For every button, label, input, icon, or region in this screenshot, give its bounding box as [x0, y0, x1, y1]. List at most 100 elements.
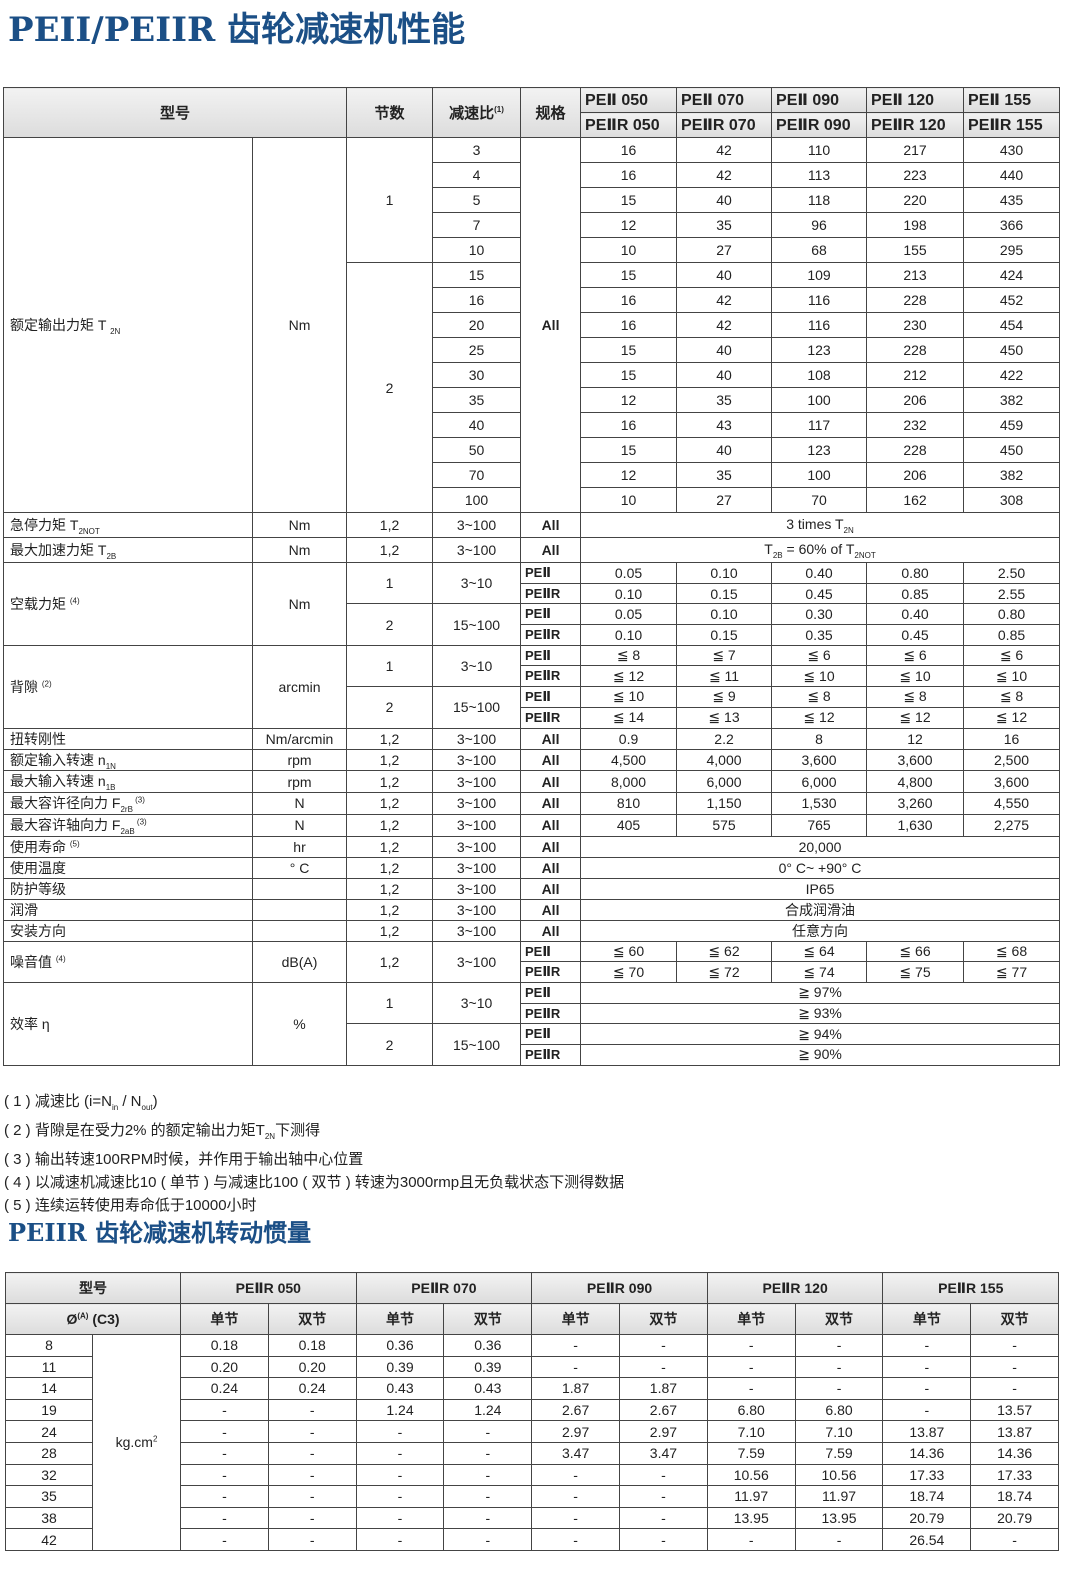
ratio: 50	[432, 437, 522, 463]
value: 0.45	[771, 582, 868, 605]
value: ≦ 12	[771, 706, 868, 729]
unit: arcmin	[251, 644, 348, 729]
value: ≦ 77	[963, 961, 1061, 984]
table-row: 额定输入转速 n1N rpm 1,2 3~100 All 4,500 4,000 3,600 3…	[3, 748, 1061, 772]
value: 96	[771, 212, 868, 238]
diameter: 8	[5, 1334, 93, 1357]
value: -	[267, 1441, 357, 1465]
stages: 1	[346, 644, 434, 688]
value: 810	[580, 792, 678, 815]
value: 0.18	[267, 1334, 357, 1357]
spec: PEⅡ	[520, 644, 582, 667]
spec: PEⅡR	[520, 624, 582, 646]
value: -	[355, 1463, 445, 1487]
value: 0.40	[771, 562, 868, 584]
row-label: 噪音值 (4)	[3, 940, 253, 984]
table-row: 使用寿命 (5) hr 1,2 3~100 All 20,000	[3, 835, 1061, 858]
ratio: 10	[432, 237, 522, 263]
table-row: PEⅡR ≦ 14 ≦ 13 ≦ 12 ≦ 12 ≦ 12	[4, 706, 1061, 729]
stages: 1	[346, 982, 434, 1025]
value: 3,600	[771, 748, 868, 772]
ratio: 3~100	[432, 748, 522, 772]
value: -	[443, 1463, 533, 1487]
row-label: 效率 η	[3, 982, 253, 1066]
spec: PEⅡR	[520, 1002, 582, 1025]
row-label: 急停力矩 T2NOT	[3, 512, 253, 538]
value: 3,260	[866, 792, 965, 815]
value: -	[267, 1463, 357, 1487]
value: -	[355, 1441, 445, 1465]
inertia-title: PEIIR 齿轮减速机转动惯量	[8, 1218, 312, 1247]
stages: 2	[346, 603, 434, 646]
footnotes: ( 1 ) 减速比 (i=Nin / Nout) ( 2 ) 背隙是在受力2% 的…	[4, 1090, 624, 1217]
ratio: 20	[432, 312, 522, 338]
value: 26.54	[882, 1528, 972, 1551]
table-row: 噪音值 (4) dB(A) 1,2 3~100 PEⅡ ≦ 60 ≦ 62 ≦ 64 ≦ 66 ≦…	[3, 940, 1061, 984]
value: 40	[676, 437, 773, 463]
header-single: 单节	[882, 1303, 972, 1335]
header-model-name: PEⅡR 050	[580, 112, 678, 138]
stages: 2	[346, 686, 434, 729]
stages: 1,2	[346, 877, 434, 900]
value: 162	[866, 487, 965, 513]
diameter: 19	[5, 1398, 93, 1422]
value: 12	[580, 462, 678, 488]
spec: PEⅡ	[520, 603, 582, 626]
spec: All	[520, 792, 582, 815]
value: 0.30	[771, 603, 868, 626]
value: 14.36	[882, 1441, 972, 1465]
value: 13.87	[970, 1420, 1060, 1443]
stages: 1	[346, 561, 434, 605]
value: -	[443, 1528, 533, 1551]
value: 8	[771, 727, 868, 750]
value: 40	[676, 337, 773, 363]
unit: %	[251, 982, 348, 1066]
table-row: 70 12 35 100 206 382	[4, 462, 1061, 488]
ratio: 15~100	[432, 603, 522, 646]
table-row: 38- - - - - -13.95 13.95 20.79 20.79	[5, 1506, 1060, 1530]
value: 228	[866, 287, 965, 313]
spec: All	[520, 512, 582, 538]
table-row: 2 15~100 PEⅡ ≦ 10 ≦ 9 ≦ 8 ≦ 8 ≦ 8	[4, 686, 1061, 729]
header-model-name: PEⅡR 155	[963, 112, 1061, 138]
value: -	[794, 1334, 884, 1357]
ratio: 70	[432, 462, 522, 488]
spec: PEⅡR	[520, 961, 582, 984]
ratio: 15~100	[432, 1023, 522, 1066]
value: 0.24	[180, 1377, 269, 1400]
value: 228	[866, 437, 965, 463]
ratio: 7	[432, 212, 522, 238]
value: 100	[771, 387, 868, 413]
stages: 1,2	[346, 770, 434, 794]
spec: All	[520, 770, 582, 794]
value: -	[619, 1506, 708, 1530]
header-model-name: PEⅡR 120	[866, 112, 965, 138]
unit: rpm	[251, 748, 348, 772]
value: -	[531, 1334, 621, 1357]
value: 35	[676, 212, 773, 238]
table-row: 型号 PEⅡR 050 PEⅡR 070 PEⅡR 090 PEⅡR 120 PEⅡR 1…	[5, 1272, 1060, 1304]
diameter: 38	[5, 1506, 93, 1530]
inertia-table: 型号 PEⅡR 050 PEⅡR 070 PEⅡR 090 PEⅡR 120 PEⅡR 1…	[5, 1272, 1060, 1551]
value: 16	[580, 137, 678, 163]
header-model-name: PEⅡ 155	[963, 87, 1061, 113]
table-row: 最大容许径向力 F2rB (3) N 1,2 3~100 All 810 1,150 1,53…	[3, 792, 1061, 815]
value: 1,530	[771, 792, 868, 815]
spec: All	[520, 919, 582, 942]
unit: dB(A)	[251, 940, 348, 984]
value: 118	[771, 187, 868, 213]
header-model-name: PEⅡ 070	[676, 87, 773, 113]
diameter: 14	[5, 1377, 93, 1400]
value: ≦ 72	[676, 961, 773, 984]
merged-value: IP65	[580, 877, 1061, 900]
value: -	[267, 1398, 357, 1422]
value: 10.56	[794, 1463, 884, 1487]
value: -	[355, 1506, 445, 1530]
value: 116	[771, 287, 868, 313]
value: 27	[676, 487, 773, 513]
value: 1,630	[866, 813, 965, 837]
table-row: 42- - - - - - - -26.54-	[5, 1528, 1060, 1551]
header-single: 单节	[531, 1303, 621, 1335]
value: 100	[771, 462, 868, 488]
value: -	[180, 1420, 269, 1443]
